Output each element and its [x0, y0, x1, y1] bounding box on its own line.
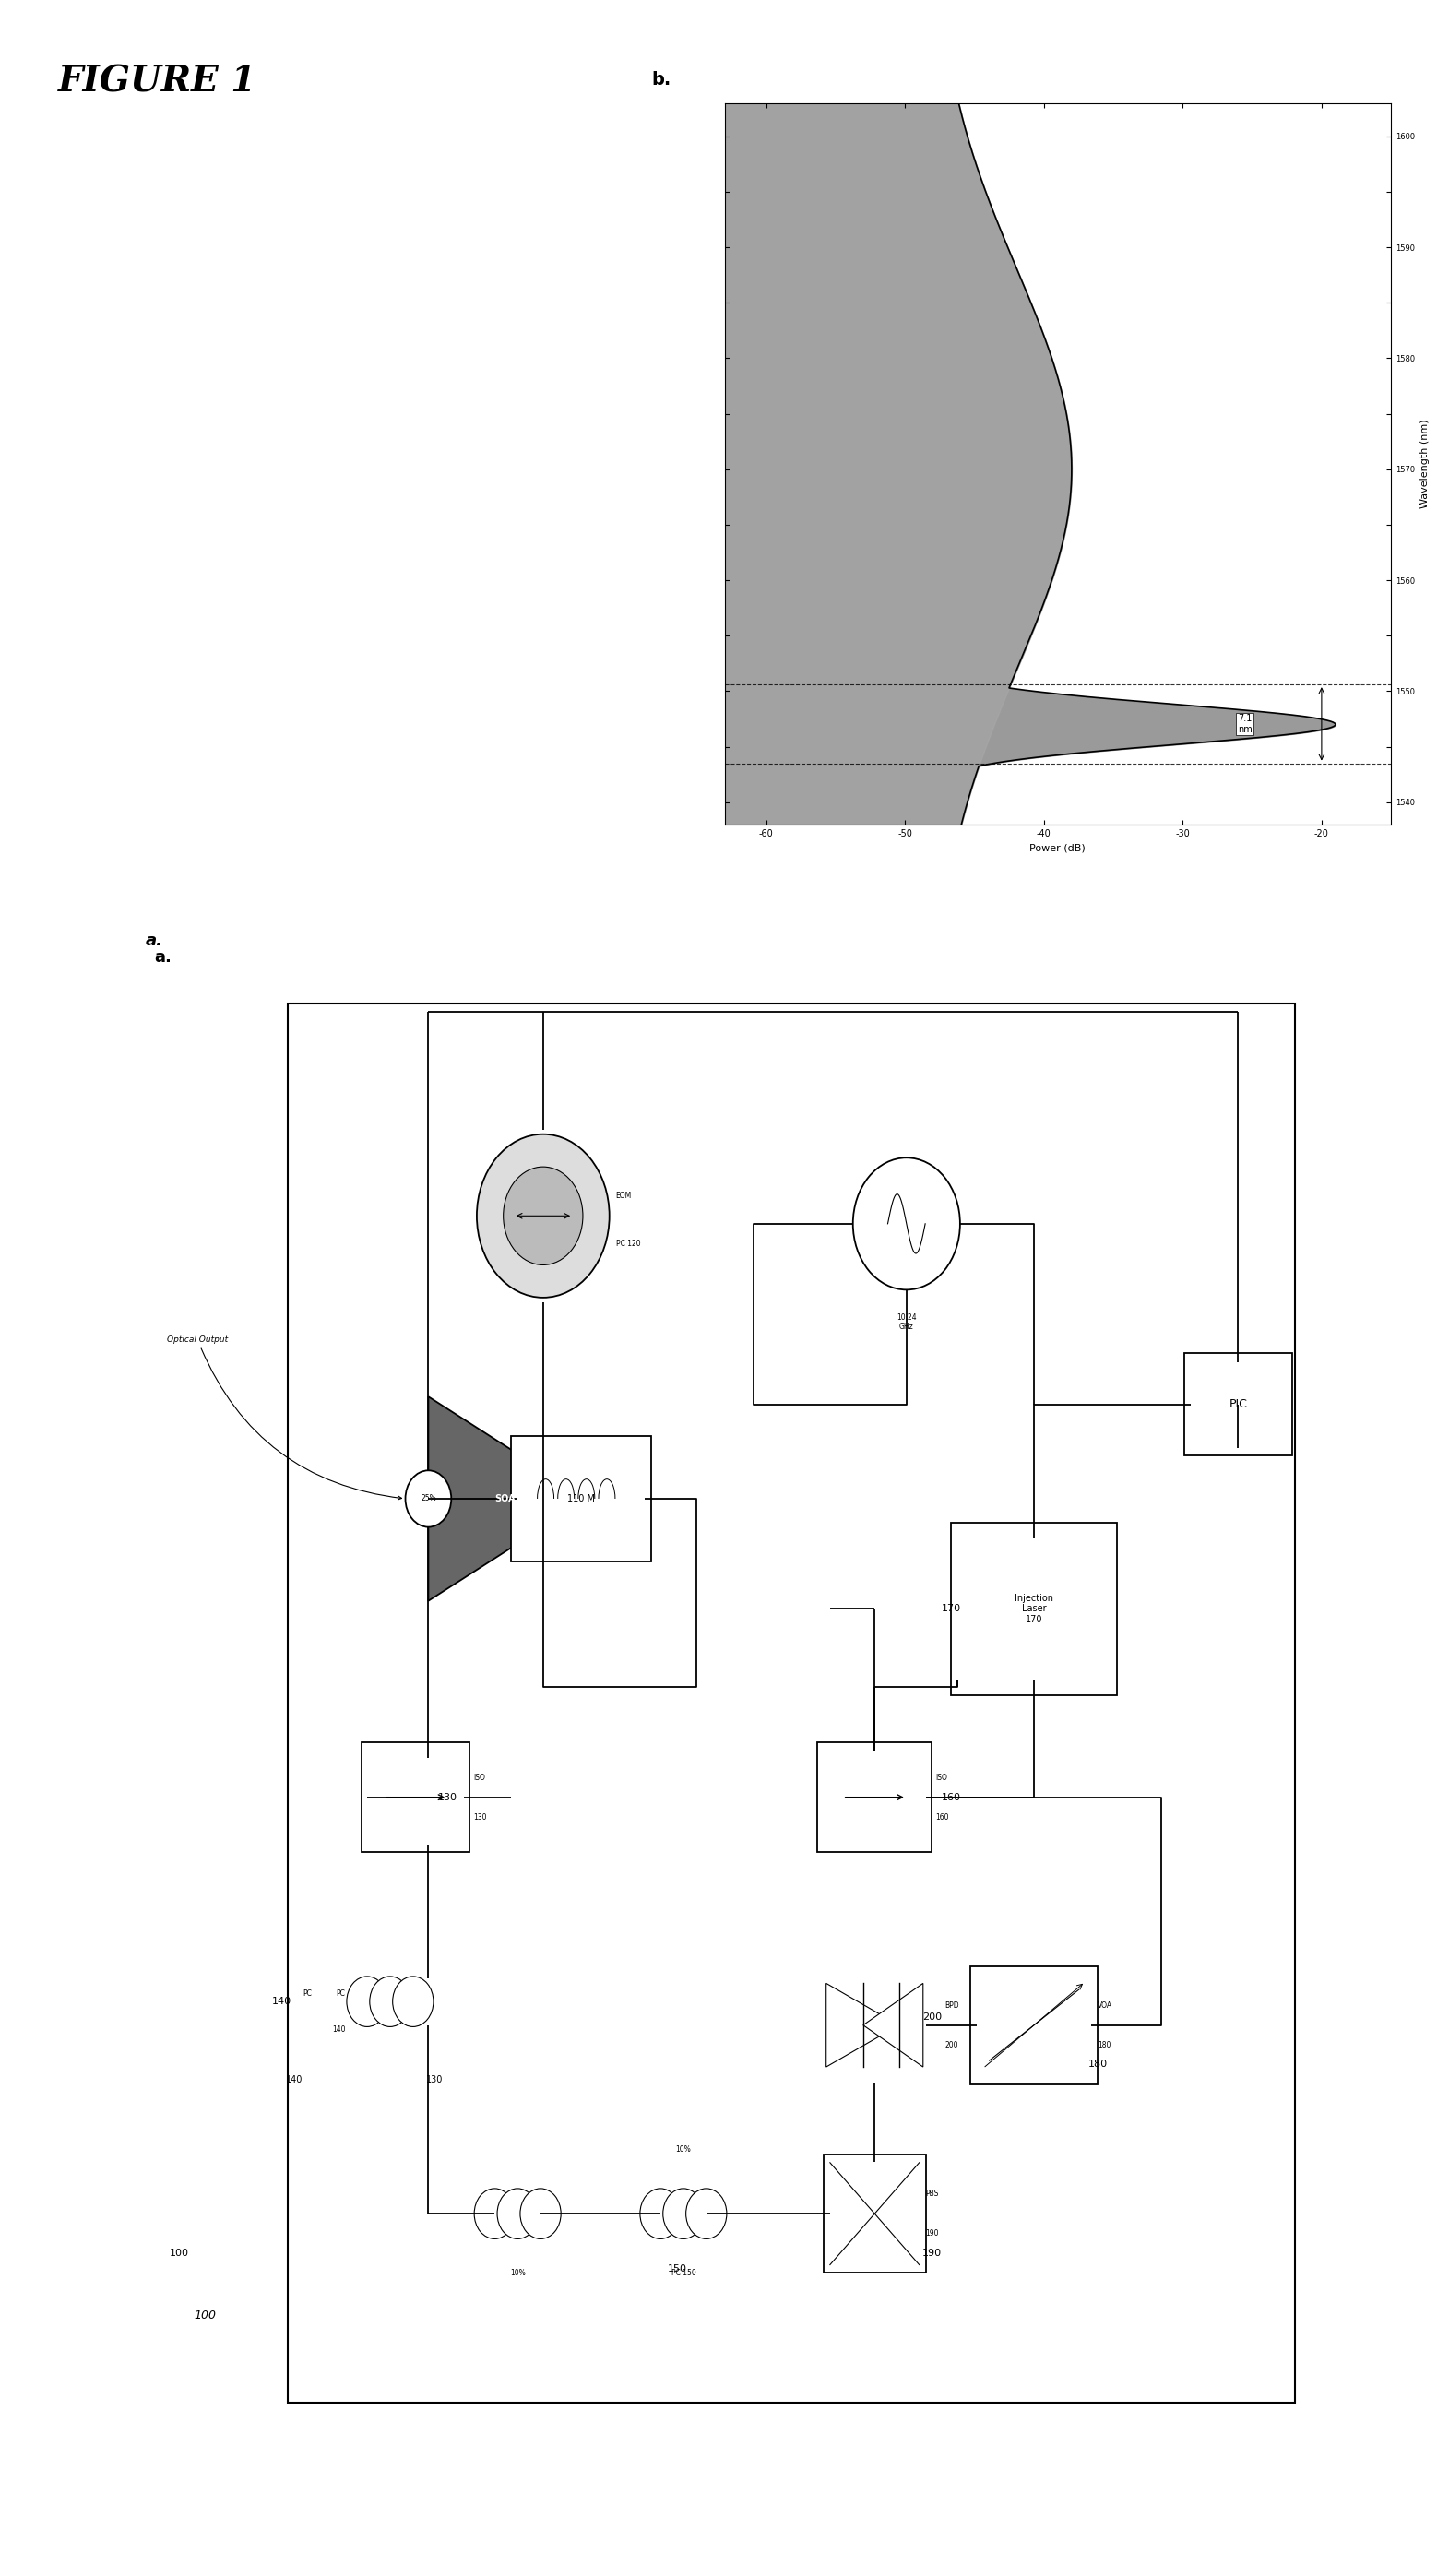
Text: 100: 100 [170, 2249, 190, 2257]
Text: 160: 160 [936, 1814, 949, 1821]
FancyBboxPatch shape [823, 2154, 926, 2272]
FancyBboxPatch shape [971, 1965, 1098, 2084]
Circle shape [346, 1976, 387, 2027]
Circle shape [477, 1133, 610, 1298]
Text: PC 120: PC 120 [616, 1239, 640, 1247]
Text: 10%: 10% [510, 2269, 526, 2277]
Circle shape [640, 2190, 681, 2239]
Text: 130: 130 [426, 2076, 443, 2084]
Text: 180: 180 [1098, 2040, 1111, 2048]
Text: a.: a. [145, 933, 162, 948]
Text: b.: b. [652, 72, 671, 88]
Text: PIC: PIC [1229, 1399, 1248, 1412]
Polygon shape [864, 1984, 923, 2066]
Text: 140: 140 [332, 2025, 345, 2035]
Text: 130: 130 [472, 1814, 487, 1821]
Text: EOM: EOM [616, 1193, 632, 1200]
Text: 7.1
nm: 7.1 nm [1237, 714, 1252, 734]
Circle shape [853, 1157, 961, 1291]
Text: PC: PC [336, 1989, 345, 1999]
Text: a.: a. [154, 948, 171, 966]
Text: 160: 160 [942, 1793, 961, 1801]
Polygon shape [429, 1396, 588, 1600]
Text: ISO: ISO [472, 1772, 485, 1783]
Y-axis label: Wavelength (nm): Wavelength (nm) [1420, 420, 1429, 507]
Text: 10.24
GHz: 10.24 GHz [897, 1314, 916, 1332]
Text: PC: PC [303, 1989, 312, 1999]
Circle shape [503, 1167, 582, 1265]
X-axis label: Power (dB): Power (dB) [1030, 842, 1085, 853]
Circle shape [369, 1976, 410, 2027]
Text: ISO: ISO [936, 1772, 948, 1783]
Circle shape [664, 2190, 704, 2239]
Text: 10%: 10% [675, 2146, 691, 2154]
Text: 140: 140 [272, 1996, 291, 2007]
Text: 200: 200 [922, 2012, 942, 2022]
Text: Optical Output: Optical Output [167, 1334, 401, 1499]
Polygon shape [826, 1984, 898, 2066]
Text: 190: 190 [926, 2228, 939, 2239]
Text: 180: 180 [1088, 2061, 1107, 2069]
Text: 130: 130 [438, 1793, 456, 1801]
FancyBboxPatch shape [361, 1741, 469, 1852]
Text: 100: 100 [194, 2311, 216, 2321]
Text: PBS: PBS [926, 2190, 939, 2197]
Text: VOA: VOA [1098, 2002, 1113, 2009]
Text: PC 150: PC 150 [671, 2269, 696, 2277]
Text: 150: 150 [668, 2264, 687, 2272]
Text: 190: 190 [922, 2249, 942, 2257]
Circle shape [474, 2190, 514, 2239]
Text: 200: 200 [945, 2040, 958, 2048]
Circle shape [520, 2190, 561, 2239]
Text: BPD: BPD [945, 2002, 959, 2009]
Text: Injection
Laser
170: Injection Laser 170 [1014, 1595, 1053, 1623]
Circle shape [393, 1976, 433, 2027]
Text: 110 M: 110 M [568, 1494, 596, 1504]
Circle shape [497, 2190, 538, 2239]
Circle shape [685, 2190, 727, 2239]
FancyBboxPatch shape [951, 1522, 1117, 1695]
FancyBboxPatch shape [511, 1435, 652, 1561]
FancyBboxPatch shape [1184, 1352, 1293, 1455]
Text: 25%: 25% [420, 1494, 436, 1502]
FancyBboxPatch shape [817, 1741, 932, 1852]
Text: FIGURE 1: FIGURE 1 [58, 64, 256, 100]
Text: 140: 140 [285, 2076, 303, 2084]
Circle shape [406, 1471, 451, 1528]
Text: 170: 170 [942, 1605, 961, 1613]
Text: SOA: SOA [494, 1494, 516, 1504]
